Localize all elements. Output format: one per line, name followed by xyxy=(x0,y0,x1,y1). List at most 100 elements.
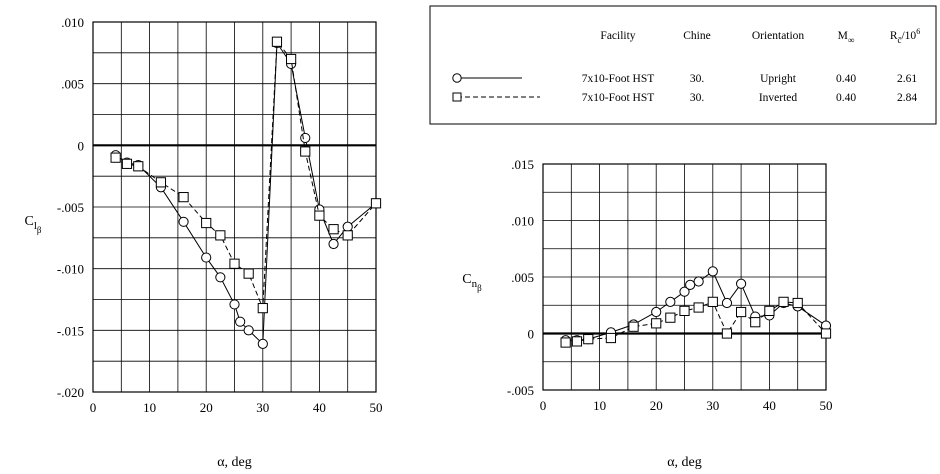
y-axis-label-subsub: β xyxy=(477,283,482,293)
y-axis-label-base: C xyxy=(462,272,471,287)
series-circle xyxy=(110,37,382,349)
data-point-square xyxy=(201,217,212,229)
data-point-square xyxy=(679,305,690,316)
data-point-square xyxy=(271,36,283,47)
data-point-circle xyxy=(300,132,311,144)
data-point-circle xyxy=(243,325,254,336)
series-square xyxy=(110,36,382,314)
data-point-circle xyxy=(707,266,718,277)
y-tick-label: .015 xyxy=(511,157,534,172)
data-point-circle xyxy=(651,306,662,318)
data-point-square xyxy=(328,224,339,235)
data-point-square xyxy=(229,258,240,269)
data-point-square xyxy=(721,328,733,339)
data-point-circle xyxy=(342,221,353,232)
x-tick-label: 40 xyxy=(763,398,776,413)
x-tick-label: 0 xyxy=(540,398,547,413)
data-point-square xyxy=(133,161,144,172)
legend-header-orientation: Orientation xyxy=(752,30,805,42)
y-axis-label-base: C xyxy=(25,214,34,229)
legend-row-chine: 30. xyxy=(690,73,705,85)
data-point-square xyxy=(257,303,268,314)
chart-panel-yaw-derivative: -.005 0 .005 .010 .015 0 10 20 30 40 50 α, deg Cnβ xyxy=(462,157,832,470)
legend-header-mach: M∞ xyxy=(838,30,855,45)
legend-box: Facility Chine Orientation M∞ Rc̄/106 7x… xyxy=(429,5,937,125)
y-axis-label-sub: n xyxy=(472,278,478,290)
series-line xyxy=(115,40,377,309)
x-tick-label: 20 xyxy=(650,398,663,413)
legend-row-facility: 7x10-Foot HST xyxy=(582,73,655,85)
legend-row-inverted: 7x10-Foot HST 30. Inverted 0.40 2.84 xyxy=(452,92,917,104)
legend-header-mach-sub: ∞ xyxy=(848,35,854,45)
x-tick-label: 50 xyxy=(820,398,833,413)
legend-row-upright: 7x10-Foot HST 30. Upright 0.40 2.61 xyxy=(452,73,917,85)
data-point-square xyxy=(571,336,583,347)
legend-header-mach-base: M xyxy=(838,30,848,42)
chart-panel-roll-derivative: -.020 -.015 -.010 -.005 0 .005 .010 0 10 20 30 40 50… xyxy=(25,15,383,470)
data-point-square xyxy=(110,152,121,163)
y-axis-label: Cnβ xyxy=(462,272,482,293)
data-point-square xyxy=(314,210,325,221)
data-point-circle xyxy=(229,299,240,310)
x-tick-label: 30 xyxy=(706,398,719,413)
legend-row-facility: 7x10-Foot HST xyxy=(582,92,655,104)
data-point-circle xyxy=(693,276,704,287)
legend-header-reynolds-suffix: /10 xyxy=(901,30,916,42)
legend-row-mach: 0.40 xyxy=(836,92,856,104)
y-tick-label: 0 xyxy=(528,327,535,342)
data-point-square xyxy=(750,317,761,328)
legend-header-reynolds-sup: 6 xyxy=(916,27,920,36)
data-point-square xyxy=(300,146,311,157)
data-point-square xyxy=(583,334,594,345)
x-tick-label: 10 xyxy=(143,400,156,415)
x-tick-label: 10 xyxy=(593,398,606,413)
x-tick-label: 30 xyxy=(256,400,269,415)
data-point-circle xyxy=(721,297,733,309)
y-tick-label: -.005 xyxy=(57,200,84,215)
data-point-square xyxy=(560,337,571,348)
data-point-square xyxy=(155,177,167,188)
data-point-square xyxy=(693,302,704,313)
legend-row-reynolds: 2.61 xyxy=(897,73,917,85)
series-line xyxy=(115,41,377,346)
data-point-square xyxy=(286,53,297,65)
x-tick-label: 0 xyxy=(90,400,97,415)
data-point-circle xyxy=(685,279,696,291)
data-point-square xyxy=(820,328,832,339)
data-point-square xyxy=(651,318,662,329)
series-square xyxy=(560,296,832,348)
data-point-circle xyxy=(679,286,690,297)
y-axis-label-subsub: β xyxy=(37,225,42,235)
legend-frame xyxy=(429,5,937,125)
x-axis-label: α, deg xyxy=(667,455,702,470)
legend-marker-square xyxy=(452,92,462,102)
y-tick-label: -.020 xyxy=(57,385,84,400)
data-point-circle xyxy=(328,238,339,250)
data-point-square xyxy=(342,230,353,241)
data-point-square xyxy=(121,158,133,169)
data-point-circle xyxy=(235,316,246,327)
data-point-square xyxy=(736,306,747,318)
data-point-square xyxy=(370,198,382,209)
data-point-circle xyxy=(201,252,212,263)
data-point-square xyxy=(764,305,775,316)
data-point-square xyxy=(178,192,189,203)
legend-row-orientation: Inverted xyxy=(759,92,798,104)
data-point-square xyxy=(707,296,718,307)
data-point-square xyxy=(605,332,617,344)
y-tick-label: .010 xyxy=(511,214,534,229)
y-tick-label: .005 xyxy=(511,270,534,285)
data-point-circle xyxy=(665,296,676,307)
legend-header-reynolds: Rc̄/106 xyxy=(890,27,920,45)
legend-row-orientation: Upright xyxy=(760,73,797,85)
data-point-circle xyxy=(178,216,189,227)
data-point-circle xyxy=(736,278,747,289)
legend-header-reynolds-base: R xyxy=(890,30,898,42)
y-tick-label: .005 xyxy=(61,77,84,92)
data-point-square xyxy=(778,296,789,307)
y-tick-label: -.005 xyxy=(507,383,534,398)
data-point-square xyxy=(215,230,226,241)
legend-header-chine: Chine xyxy=(683,30,710,42)
grid xyxy=(92,21,377,393)
